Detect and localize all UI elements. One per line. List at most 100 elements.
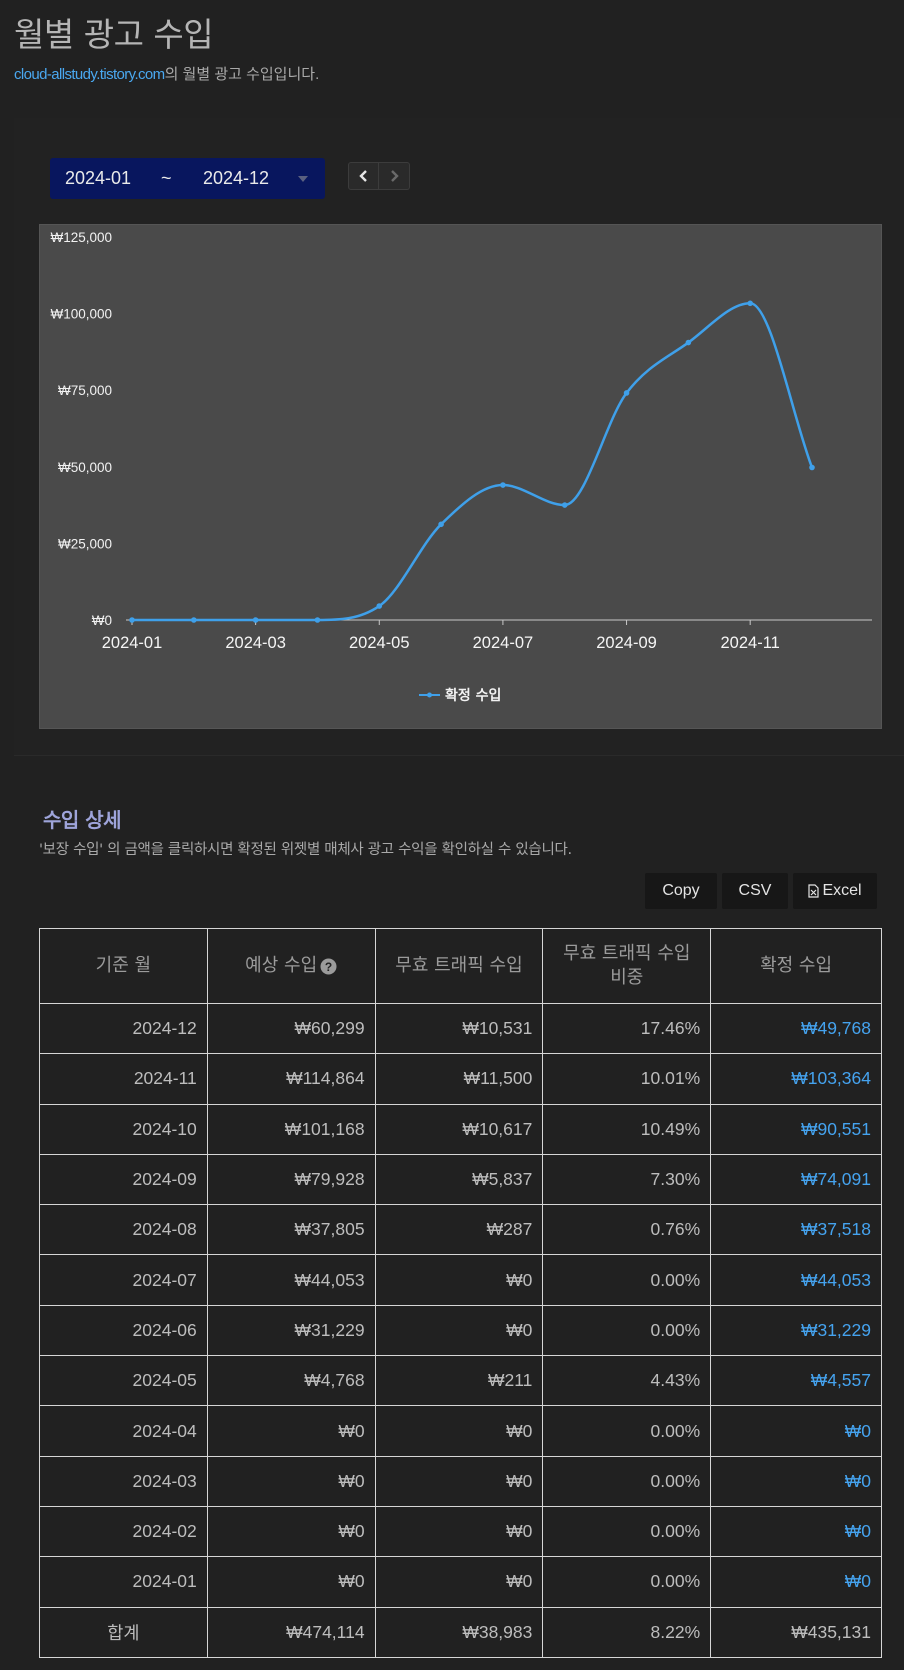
total-ratio: 8.22% [542,1606,712,1658]
data-point[interactable] [623,390,630,396]
data-point[interactable] [376,603,383,609]
cell-confirmed[interactable]: ₩0 [710,1556,882,1608]
cell-confirmed[interactable]: ₩31,229 [710,1304,882,1357]
cell-month: 2024-10 [39,1103,208,1155]
cell-confirmed[interactable]: ₩44,053 [710,1254,882,1306]
series-points [129,300,815,623]
col-header-invalid-ratio-line2: 비중 [610,967,644,988]
data-point[interactable] [252,617,259,623]
data-point[interactable] [747,300,753,307]
cell-invalid: ₩0 [374,1304,544,1357]
x-tick-label: 2024-07 [473,634,534,652]
cell-expected: ₩0 [206,1556,376,1608]
y-tick-label: ₩50,000 [58,460,112,475]
cell-month: 2024-05 [39,1355,208,1407]
table-row: 2024-07 ₩44,053 ₩0 0.00% ₩44,053 [39,1254,882,1306]
detail-description: '보장 수입' 의 금액을 클릭하시면 확정된 위젯별 매체사 광고 수익을 확… [39,842,572,858]
chevron-right-icon [391,170,399,182]
cell-ratio: 0.00% [542,1455,712,1507]
table-row: 2024-02 ₩0 ₩0 0.00% ₩0 [39,1505,882,1558]
cell-invalid: ₩0 [374,1254,544,1306]
cell-expected: ₩60,299 [206,1002,376,1055]
excel-label: Excel [822,882,862,899]
total-invalid: ₩38,983 [374,1606,544,1658]
data-point[interactable] [314,617,321,623]
cell-expected: ₩31,229 [206,1304,376,1357]
legend-marker-icon [427,692,432,698]
cell-invalid: ₩0 [374,1556,544,1608]
page-title: 월별 광고 수입 [14,15,214,54]
col-header-invalid: 무효 트래픽 수입 [374,928,544,1004]
question-circle-icon[interactable]: ? [320,958,337,975]
cell-confirmed[interactable]: ₩37,518 [710,1204,882,1256]
data-point[interactable] [129,617,135,623]
col-header-confirmed: 확정 수입 [710,928,882,1004]
prev-period-button[interactable] [348,162,379,190]
cell-invalid: ₩211 [374,1355,544,1407]
cell-invalid: ₩0 [374,1505,544,1558]
csv-button[interactable]: CSV [722,873,788,909]
data-point[interactable] [438,521,444,528]
data-point[interactable] [809,464,815,471]
table-row: 2024-08 ₩37,805 ₩287 0.76% ₩37,518 [39,1204,882,1256]
excel-button[interactable]: Excel [793,873,877,909]
cell-month: 2024-09 [39,1153,208,1206]
revenue-chart-svg: ₩0₩25,000₩50,000₩75,000₩100,000₩125,000 … [50,230,872,704]
col-header-invalid-ratio-line1: 무효 트래픽 수입 [563,943,691,964]
cell-invalid: ₩0 [374,1405,544,1457]
cell-ratio: 0.00% [542,1304,712,1357]
site-link[interactable]: cloud-allstudy.tistory.com [14,66,165,83]
cell-confirmed[interactable]: ₩0 [710,1405,882,1457]
x-tick-label: 2024-09 [596,634,657,652]
data-point[interactable] [685,339,692,346]
table-row: 2024-01 ₩0 ₩0 0.00% ₩0 [39,1556,882,1608]
cell-confirmed[interactable]: ₩49,768 [710,1002,882,1055]
cell-month: 2024-06 [39,1304,208,1357]
copy-button[interactable]: Copy [645,873,717,909]
next-period-button[interactable] [379,162,410,190]
x-axis: 2024-01 2024-03 2024-05 2024-07 2024-09 2024-… [102,620,780,652]
cell-confirmed[interactable]: ₩0 [710,1455,882,1507]
cell-ratio: 7.30% [542,1153,712,1206]
chart-legend[interactable]: 확정 수입 [419,687,501,704]
table-row: 2024-10 ₩101,168 ₩10,617 10.49% ₩90,551 [39,1103,882,1155]
col-header-expected: 예상 수입? [206,928,376,1004]
y-tick-label: ₩25,000 [58,536,112,551]
x-tick-label: 2024-03 [225,634,286,652]
date-range-separator: ~ [161,168,172,188]
data-point[interactable] [191,617,197,623]
file-excel-icon [808,884,820,898]
period-nav [348,162,410,190]
date-range-picker[interactable]: 2024-01 ~ 2024-12 [50,158,325,199]
chevron-left-icon [358,170,367,182]
cell-month: 2024-01 [39,1556,208,1608]
cell-confirmed[interactable]: ₩90,551 [710,1103,882,1155]
total-confirmed: ₩435,131 [710,1606,882,1658]
table-row: 2024-11 ₩114,864 ₩11,500 10.01% ₩103,364 [39,1053,882,1105]
data-point[interactable] [500,482,506,488]
cell-invalid: ₩287 [374,1204,544,1256]
y-tick-label: ₩100,000 [50,307,112,322]
cell-confirmed[interactable]: ₩0 [710,1505,882,1558]
cell-confirmed[interactable]: ₩103,364 [710,1053,882,1105]
total-label: 합계 [39,1606,208,1658]
cell-ratio: 0.00% [542,1505,712,1558]
cell-confirmed[interactable]: ₩74,091 [710,1153,882,1206]
data-point[interactable] [561,502,568,508]
cell-confirmed[interactable]: ₩4,557 [710,1355,882,1407]
cell-expected: ₩4,768 [206,1355,376,1407]
cell-expected: ₩101,168 [206,1103,376,1155]
cell-invalid: ₩0 [374,1455,544,1507]
y-axis: ₩0 ₩25,000 ₩50,000 ₩75,000 ₩100,000 ₩125,000 [50,230,112,628]
revenue-chart: ₩0 ₩25,000 ₩50,000 ₩75,000 ₩100,000 ₩125,000 … [39,224,882,729]
cell-ratio: 4.43% [542,1355,712,1407]
cell-ratio: 10.01% [542,1053,712,1105]
cell-month: 2024-03 [39,1455,208,1507]
table-row: 2024-05 ₩4,768 ₩211 4.43% ₩4,557 [39,1355,882,1407]
cell-ratio: 0.76% [542,1204,712,1256]
revenue-table: 기준 월 예상 수입? 무효 트래픽 수입 무효 트래픽 수입 비중 확정 수입 … [39,928,882,1658]
cell-invalid: ₩10,531 [374,1002,544,1055]
table-total-row: 합계 ₩474,114 ₩38,983 8.22% ₩435,131 [39,1606,882,1658]
detail-title: 수입 상세 [43,808,122,832]
